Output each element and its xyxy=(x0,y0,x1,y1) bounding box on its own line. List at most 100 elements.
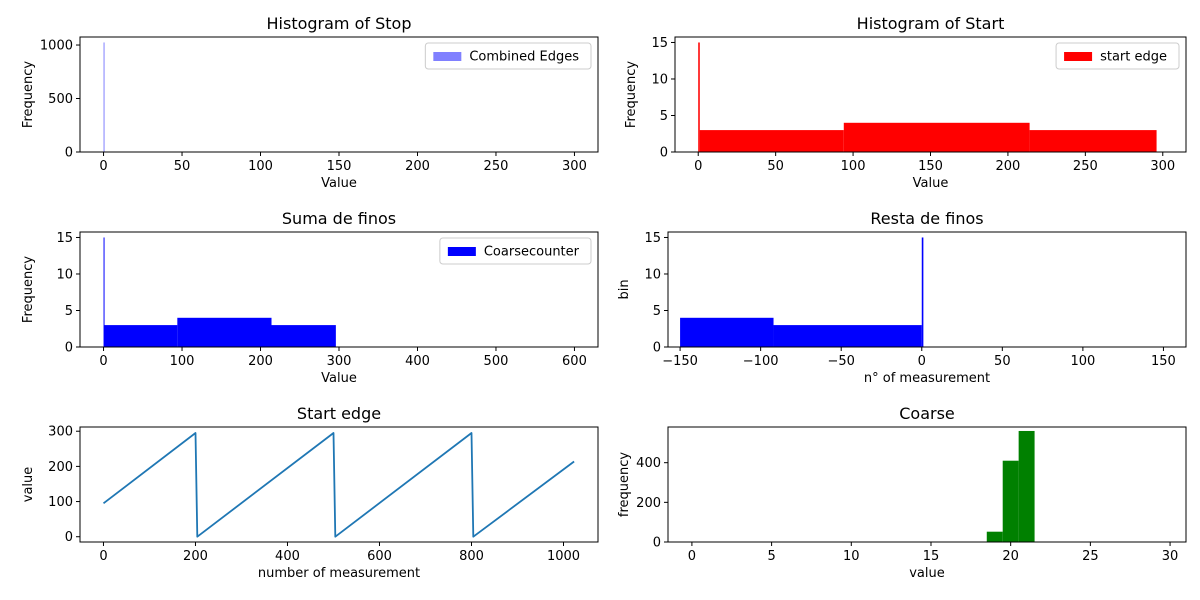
legend-box xyxy=(424,42,592,70)
bar xyxy=(1029,130,1157,152)
x-axis-label: Value xyxy=(913,176,949,191)
chart-title: Resta de finos xyxy=(870,209,983,228)
x-tick-label: 200 xyxy=(183,549,208,564)
y-tick-label: 15 xyxy=(56,231,73,246)
x-tick-label: 150 xyxy=(327,159,352,174)
bar xyxy=(103,237,105,347)
x-tick-label: −50 xyxy=(827,354,854,369)
y-tick-label: 0 xyxy=(65,146,73,161)
x-tick-label: 0 xyxy=(688,549,696,564)
y-axis-label: Frequency xyxy=(21,61,36,128)
y-tick-label: 15 xyxy=(644,231,661,246)
x-tick-label: 0 xyxy=(99,354,107,369)
bar xyxy=(177,317,272,347)
x-tick-label: 800 xyxy=(459,549,484,564)
x-tick-label: 100 xyxy=(841,159,866,174)
plot-frame xyxy=(79,426,599,543)
legend-label: start edge xyxy=(1100,50,1167,65)
x-tick-label: 50 xyxy=(174,159,191,174)
bar xyxy=(986,531,1003,542)
x-axis-label: number of measurement xyxy=(258,566,420,581)
y-axis-label: Frequency xyxy=(21,256,36,323)
x-tick-label: 400 xyxy=(405,354,430,369)
y-tick-label: 100 xyxy=(48,495,73,510)
x-tick-label: −100 xyxy=(743,354,779,369)
x-tick-label: 0 xyxy=(99,159,107,174)
bar xyxy=(699,130,844,152)
y-tick-label: 500 xyxy=(48,92,73,107)
x-tick-label: 1000 xyxy=(547,549,580,564)
chart-panel-5: 0 200 400 600 800 1000 0 100 200 300 Start edge num… xyxy=(21,404,599,581)
x-tick-label: 200 xyxy=(248,354,273,369)
x-axis-label: Value xyxy=(321,176,357,191)
chart-panel-3: 0 100 200 300 400 500 600 0 5 10 15 Suma de finos Va… xyxy=(21,209,599,386)
legend-label: Combined Edges xyxy=(469,50,579,65)
legend-label: Coarsecounter xyxy=(484,245,580,260)
chart-title: Histogram of Stop xyxy=(267,14,412,33)
x-tick-label: 600 xyxy=(367,549,392,564)
x-tick-label: 15 xyxy=(923,549,940,564)
x-tick-label: 25 xyxy=(1082,549,1099,564)
x-tick-label: 500 xyxy=(484,354,509,369)
x-tick-label: 50 xyxy=(994,354,1011,369)
x-tick-label: 200 xyxy=(405,159,430,174)
bar xyxy=(698,42,700,152)
bar xyxy=(104,325,178,347)
chart-title: Suma de finos xyxy=(282,209,396,228)
y-tick-label: 1000 xyxy=(40,39,73,54)
bar xyxy=(271,325,336,347)
bar xyxy=(1002,460,1019,542)
chart-panel-6: 0 5 10 15 20 25 30 0 200 400 Coarse value frequency xyxy=(617,404,1187,581)
y-axis-label: Frequency xyxy=(624,61,639,128)
bar xyxy=(773,325,922,347)
series-line xyxy=(102,432,575,538)
x-tick-label: 150 xyxy=(1151,354,1176,369)
y-tick-label: 10 xyxy=(56,267,73,282)
x-tick-label: 200 xyxy=(996,159,1021,174)
chart-title: Start edge xyxy=(297,404,381,423)
x-tick-label: 300 xyxy=(562,159,587,174)
x-tick-label: 300 xyxy=(327,354,352,369)
legend: Coarsecounter xyxy=(439,237,592,265)
x-tick-label: 20 xyxy=(1002,549,1019,564)
chart-panel-2: 0 50 100 150 200 250 300 0 5 10 15 Histogram of Sta… xyxy=(624,14,1187,191)
y-tick-label: 15 xyxy=(651,36,668,51)
chart-title: Histogram of Start xyxy=(857,14,1005,33)
bar xyxy=(921,237,924,347)
x-tick-label: 100 xyxy=(1070,354,1095,369)
x-tick-label: 0 xyxy=(99,549,107,564)
x-axis-label: value xyxy=(909,566,945,581)
x-tick-label: 250 xyxy=(1073,159,1098,174)
x-tick-label: 100 xyxy=(170,354,195,369)
legend-swatch xyxy=(1064,52,1093,61)
y-tick-label: 0 xyxy=(65,341,73,356)
x-tick-label: 250 xyxy=(484,159,509,174)
y-tick-label: 200 xyxy=(48,460,73,475)
y-tick-label: 10 xyxy=(651,72,668,87)
bar xyxy=(1018,430,1035,542)
bar xyxy=(680,317,774,347)
x-tick-label: 150 xyxy=(918,159,943,174)
x-tick-label: 300 xyxy=(1150,159,1175,174)
x-tick-label: −150 xyxy=(662,354,698,369)
x-tick-label: 30 xyxy=(1162,549,1179,564)
bar xyxy=(843,122,1030,152)
x-tick-label: 0 xyxy=(918,354,926,369)
x-tick-label: 10 xyxy=(843,549,860,564)
y-tick-label: 0 xyxy=(653,341,661,356)
y-axis-label: bin xyxy=(617,279,632,299)
legend-box xyxy=(1055,42,1180,70)
plot-frame xyxy=(667,231,1187,348)
legend-box xyxy=(439,237,592,265)
y-tick-label: 0 xyxy=(65,530,73,545)
legend-swatch xyxy=(447,247,476,256)
chart-panel-1: 0 50 100 150 200 250 300 0 500 1000 Histogram of S… xyxy=(21,14,599,191)
y-tick-label: 300 xyxy=(48,425,73,440)
chart-title: Coarse xyxy=(899,404,955,423)
plot-frame xyxy=(667,426,1187,543)
legend: Combined Edges xyxy=(424,42,592,70)
legend-swatch xyxy=(433,52,462,61)
y-tick-label: 200 xyxy=(636,496,661,511)
y-tick-label: 0 xyxy=(660,146,668,161)
